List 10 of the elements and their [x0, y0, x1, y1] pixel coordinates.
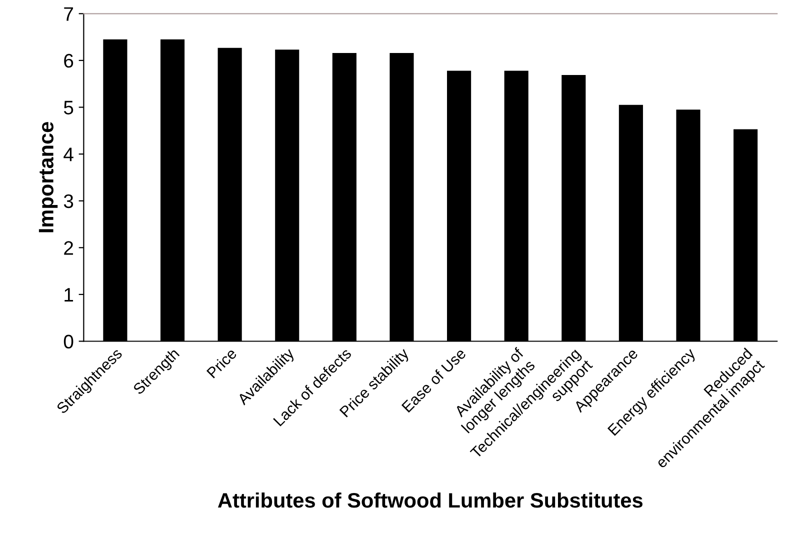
- y-tick-label: 2: [64, 241, 73, 255]
- y-tick-label: 3: [64, 194, 74, 208]
- y-tick-label: 6: [64, 54, 74, 68]
- y-tick-label: 7: [64, 7, 73, 21]
- y-tick-label: 1: [64, 288, 74, 302]
- x-axis-title: Attributes of Softwood Lumber Substitutes: [218, 492, 642, 508]
- y-tick-label: 5: [64, 100, 74, 114]
- y-axis-title: Importance: [38, 122, 58, 232]
- y-tick-label: 4: [64, 148, 74, 162]
- y-tick-label: 0: [64, 334, 74, 348]
